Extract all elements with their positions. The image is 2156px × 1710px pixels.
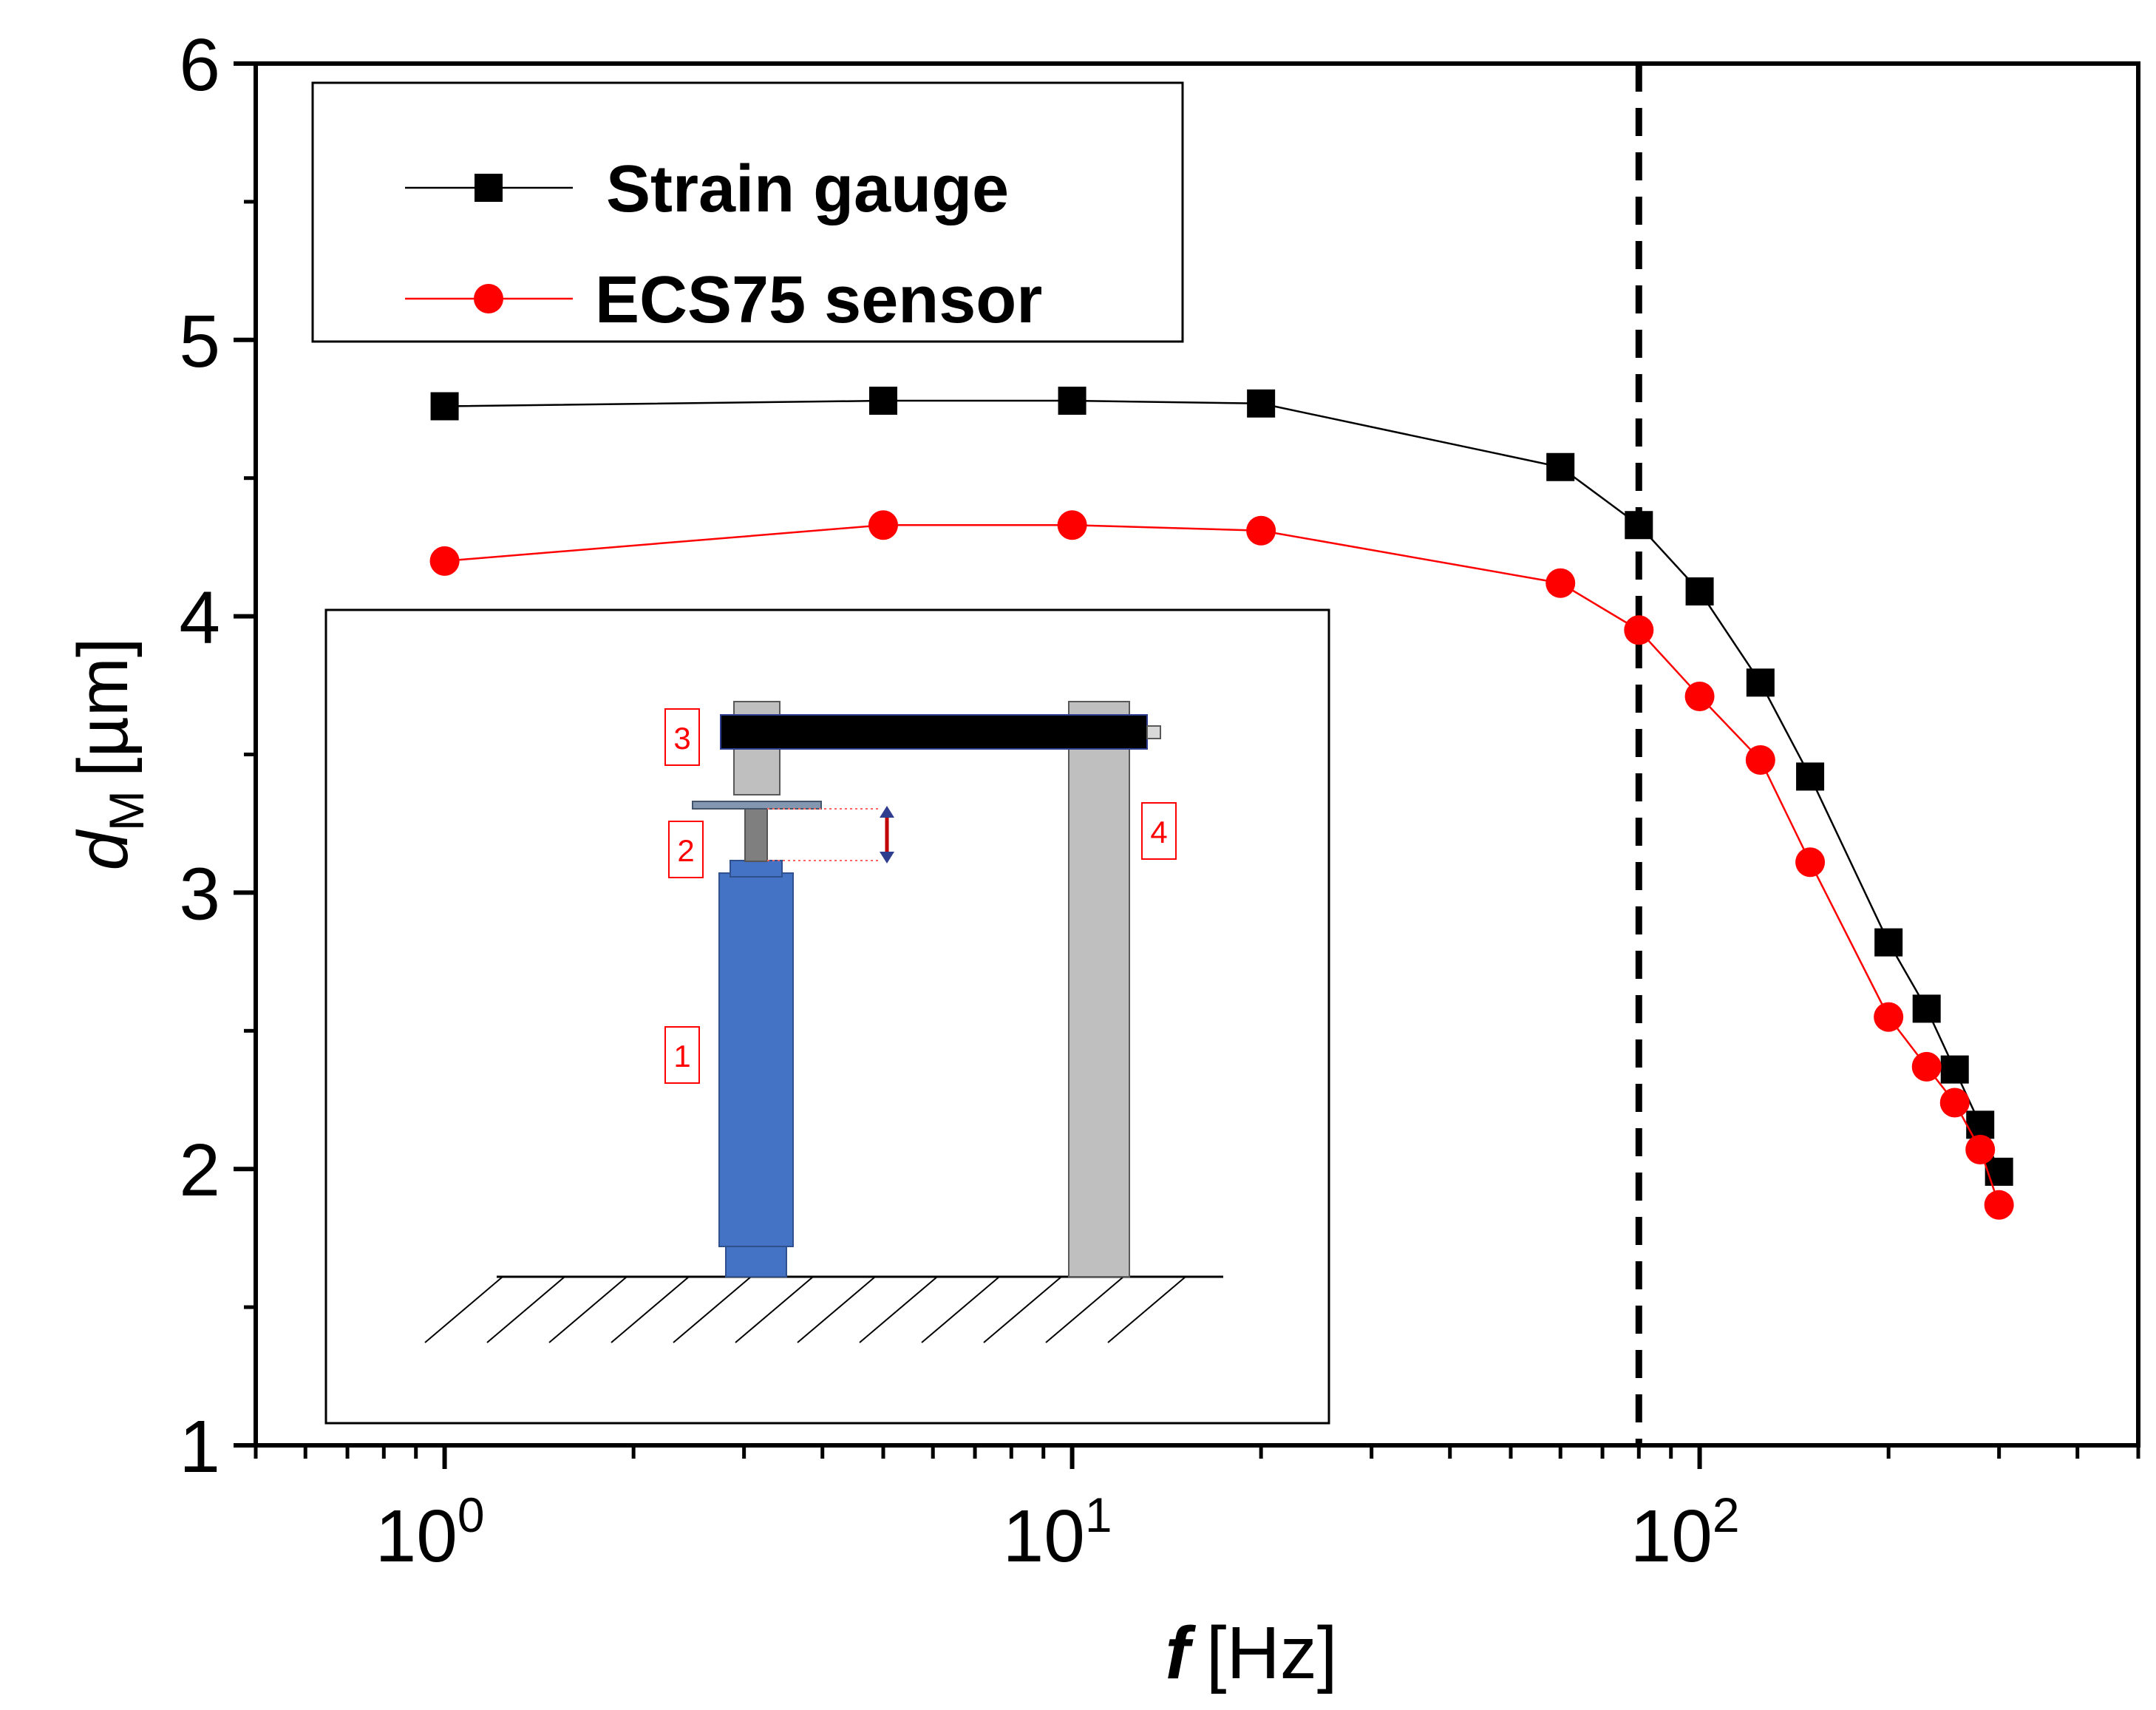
gap-arrow-head-bottom	[880, 852, 894, 864]
y-tick-label: 4	[179, 577, 220, 659]
y-tick-label: 6	[179, 24, 220, 106]
inset-label-4-box	[1141, 802, 1177, 860]
legend: Strain gauge ECS75 sensor	[311, 81, 1184, 343]
y-axis-label-sub: M	[99, 790, 154, 831]
data-point-strain-gauge	[1625, 511, 1653, 540]
x-tick-label-exp: 1	[1085, 1487, 1112, 1542]
data-point-ecs75-sensor	[1684, 682, 1715, 712]
data-point-ecs75-sensor	[1057, 510, 1087, 540]
hatch-line	[859, 1276, 938, 1343]
hatch-line	[1045, 1276, 1124, 1343]
hatch-line	[548, 1276, 628, 1343]
actuator-top	[730, 860, 783, 878]
data-point-strain-gauge	[1685, 577, 1714, 605]
inset-label-4: 4	[1141, 802, 1177, 860]
x-tick-label-base: 10	[375, 1495, 458, 1578]
inset-schematic: 1 2 3 4	[324, 608, 1330, 1425]
inset-label-3-text: 3	[673, 721, 690, 756]
x-tick-label-base: 10	[1630, 1495, 1713, 1578]
y-tick-label: 2	[179, 1129, 220, 1212]
support-post	[1068, 701, 1130, 1278]
data-point-strain-gauge	[430, 392, 459, 421]
gap-arrow-head-top	[880, 806, 894, 818]
data-point-ecs75-sensor	[1911, 1051, 1942, 1082]
y-tick-label: 5	[179, 300, 220, 383]
data-point-strain-gauge	[1058, 387, 1086, 415]
data-point-strain-gauge	[1940, 1055, 1969, 1084]
data-point-ecs75-sensor	[1965, 1135, 1996, 1165]
x-tick-label: 101	[1003, 1487, 1112, 1578]
data-point-strain-gauge	[1546, 452, 1575, 481]
hatch-line	[921, 1276, 1000, 1343]
crossbeam	[720, 714, 1148, 750]
data-point-ecs75-sensor	[1246, 515, 1276, 546]
hatch-line	[424, 1276, 503, 1343]
x-tick-label: 102	[1630, 1487, 1740, 1578]
inset-label-3-box	[664, 708, 700, 766]
data-point-strain-gauge	[1874, 928, 1903, 957]
data-point-ecs75-sensor	[1745, 744, 1775, 775]
data-point-ecs75-sensor	[1874, 1002, 1904, 1032]
inset-label-4-text: 4	[1150, 815, 1167, 849]
legend-label-2: ECS75 sensor	[595, 263, 1042, 337]
x-axis-label-var: f	[1165, 1612, 1196, 1694]
legend-label-1: Strain gauge	[606, 152, 1009, 226]
x-tick-label-exp: 2	[1713, 1487, 1740, 1542]
x-tick-label-exp: 0	[458, 1487, 485, 1542]
hatch-line	[486, 1276, 565, 1343]
x-tick-label-base: 10	[1003, 1495, 1085, 1578]
y-tick-label: 3	[179, 852, 220, 935]
data-point-strain-gauge	[1912, 994, 1941, 1023]
y-axis-label-var: d	[64, 829, 143, 871]
inset-label-3: 3	[664, 708, 700, 766]
data-point-strain-gauge	[1247, 389, 1276, 418]
hatch-line	[1107, 1276, 1186, 1343]
y-tick-label: 1	[179, 1405, 220, 1488]
data-point-ecs75-sensor	[1984, 1190, 2014, 1220]
hatch-line	[735, 1276, 814, 1343]
actuator-body	[718, 872, 794, 1247]
data-point-ecs75-sensor	[1795, 847, 1826, 878]
data-point-ecs75-sensor	[868, 510, 898, 540]
inset-label-2-text: 2	[677, 833, 694, 868]
y-axis-label-unit: [µm]	[64, 638, 143, 778]
sensor-holder	[733, 748, 781, 795]
inset-label-1-text: 1	[673, 1039, 690, 1073]
data-point-ecs75-sensor	[1624, 615, 1654, 645]
data-point-ecs75-sensor	[429, 546, 460, 576]
ground-hatching	[424, 1276, 1186, 1343]
hatch-line	[611, 1276, 690, 1343]
legend-marker-circle	[474, 284, 503, 313]
data-point-strain-gauge	[1966, 1110, 1995, 1139]
crossbeam-end	[1146, 725, 1161, 739]
x-axis-label-unit: [Hz]	[1206, 1612, 1338, 1694]
inset-label-1: 1	[664, 1026, 700, 1084]
data-point-strain-gauge	[1796, 762, 1825, 791]
hatch-line	[983, 1276, 1062, 1343]
inset-label-2: 2	[668, 821, 704, 878]
target-plate	[692, 801, 822, 810]
legend-marker-square	[475, 174, 503, 202]
data-point-ecs75-sensor	[1545, 568, 1576, 598]
x-axis-label: f [Hz]	[1165, 1612, 1337, 1694]
hatch-line	[797, 1276, 876, 1343]
hatch-line	[673, 1276, 752, 1343]
x-tick-label: 100	[375, 1487, 485, 1578]
data-point-strain-gauge	[1985, 1157, 2013, 1186]
actuator-base	[725, 1242, 787, 1278]
data-point-strain-gauge	[1746, 668, 1775, 697]
y-axis-label: dM [µm]	[64, 638, 154, 871]
data-point-strain-gauge	[869, 387, 897, 415]
inset-label-2-box	[668, 821, 704, 878]
inset-label-1-box	[664, 1026, 700, 1084]
sensor-tip	[744, 807, 768, 862]
data-point-ecs75-sensor	[1939, 1088, 1970, 1118]
